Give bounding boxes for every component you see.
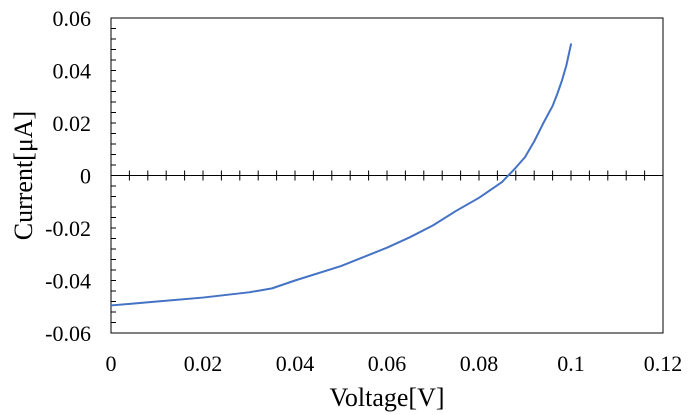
x-tick-label: 0.12 <box>644 351 683 376</box>
x-tick-label: 0 <box>106 351 117 376</box>
y-tick-label: -0.04 <box>45 269 91 294</box>
x-tick-label: 0.06 <box>368 351 407 376</box>
y-tick-labels: -0.06 -0.04 -0.02 0 0.02 0.04 0.06 <box>45 6 91 346</box>
y-tick-label: -0.02 <box>45 216 91 241</box>
y-tick-label: -0.06 <box>45 321 91 346</box>
y-tick-label: 0.02 <box>53 111 92 136</box>
x-tick-labels: 0 0.02 0.04 0.06 0.08 0.1 0.12 <box>106 351 683 376</box>
x-axis-title: Voltage[V] <box>329 383 444 412</box>
y-tick-label: 0 <box>80 164 91 189</box>
y-tick-label: 0.06 <box>53 6 92 31</box>
y-axis-title: Current[μA] <box>9 111 38 240</box>
series-layer <box>110 43 572 307</box>
series-line-0 <box>110 43 572 307</box>
x-tick-label: 0.1 <box>557 351 585 376</box>
y-tick-label: 0.04 <box>53 59 92 84</box>
x-tick-label: 0.02 <box>184 351 223 376</box>
y-axis-ticks <box>111 17 116 334</box>
x-tick-label: 0.08 <box>460 351 499 376</box>
x-tick-label: 0.04 <box>276 351 315 376</box>
